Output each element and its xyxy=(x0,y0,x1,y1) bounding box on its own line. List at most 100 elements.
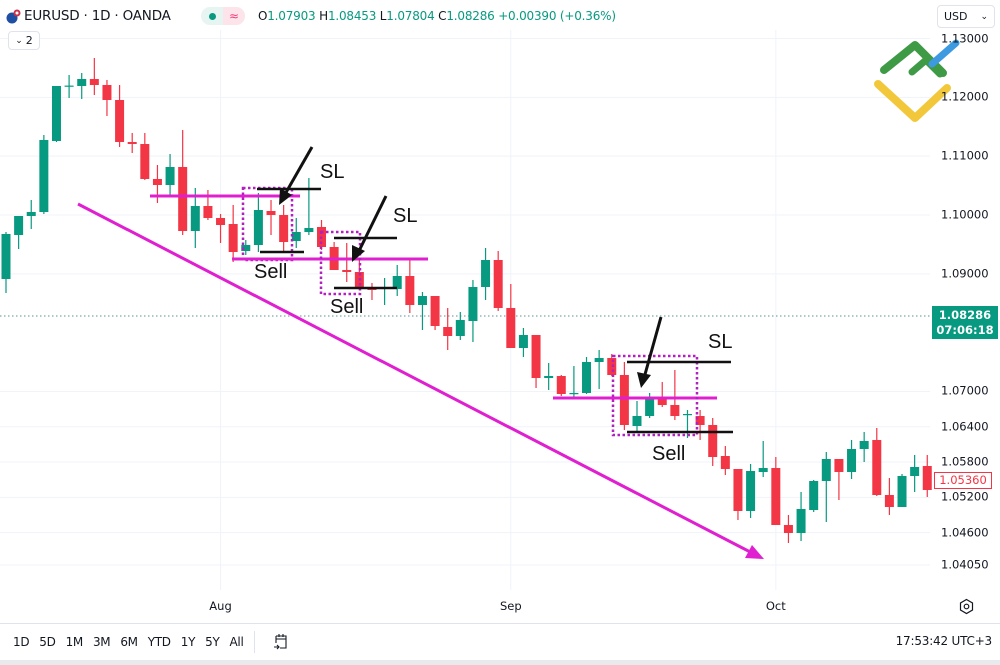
candle[interactable] xyxy=(657,382,667,407)
candle[interactable] xyxy=(127,133,137,153)
candle[interactable] xyxy=(594,350,604,389)
candle[interactable] xyxy=(872,428,882,496)
candle[interactable] xyxy=(859,432,869,462)
candle[interactable] xyxy=(64,75,74,98)
candle[interactable] xyxy=(178,130,188,235)
candle[interactable] xyxy=(115,85,125,147)
candle[interactable] xyxy=(796,492,806,541)
candle[interactable] xyxy=(367,283,377,300)
candle[interactable] xyxy=(518,328,528,357)
candle-body-up xyxy=(64,85,74,87)
candle[interactable] xyxy=(695,410,705,440)
candle[interactable] xyxy=(481,248,491,300)
candle[interactable] xyxy=(758,441,768,477)
candle[interactable] xyxy=(89,58,99,95)
candle[interactable] xyxy=(544,363,554,390)
market-status-pill[interactable]: ≈ xyxy=(201,7,245,25)
candle-body-up xyxy=(847,449,857,472)
candle-body-up xyxy=(758,468,768,472)
candle[interactable] xyxy=(897,474,907,507)
candle[interactable] xyxy=(670,370,680,420)
candle-body-down xyxy=(695,416,705,425)
range-ytd[interactable]: YTD xyxy=(147,635,171,649)
candle[interactable] xyxy=(922,455,932,497)
candle[interactable] xyxy=(380,278,390,305)
candle[interactable] xyxy=(77,73,87,99)
candle-body-up xyxy=(190,206,200,231)
candle-body-up xyxy=(77,79,87,86)
candle[interactable] xyxy=(417,292,427,330)
symbol-title[interactable]: EURUSD · 1D · OANDA xyxy=(24,8,171,24)
candle[interactable] xyxy=(493,251,503,311)
candle[interactable] xyxy=(291,218,301,248)
go-to-date-calendar-icon[interactable] xyxy=(271,632,291,652)
indicators-toggle-button[interactable]: ⌄ 2 xyxy=(8,31,40,50)
range-6m[interactable]: 6M xyxy=(120,635,138,649)
candle[interactable] xyxy=(51,86,61,142)
pointer-arrowhead-1-icon xyxy=(279,188,292,205)
candle[interactable] xyxy=(531,335,541,388)
range-5d[interactable]: 5D xyxy=(39,635,56,649)
candle[interactable] xyxy=(632,401,642,432)
candle[interactable] xyxy=(443,308,453,350)
candle[interactable] xyxy=(342,243,352,282)
candle[interactable] xyxy=(241,240,251,255)
candle[interactable] xyxy=(14,216,24,249)
candle[interactable] xyxy=(783,515,793,543)
range-3m[interactable]: 3M xyxy=(92,635,111,649)
candle[interactable] xyxy=(834,459,844,500)
candle-body-down xyxy=(872,440,882,495)
range-1y[interactable]: 1Y xyxy=(180,635,196,649)
candle[interactable] xyxy=(708,418,718,466)
candle[interactable] xyxy=(569,366,579,397)
candle[interactable] xyxy=(455,312,465,340)
candle[interactable] xyxy=(253,193,263,252)
candle[interactable] xyxy=(556,375,566,396)
candle-body-down xyxy=(102,85,112,100)
candle[interactable] xyxy=(682,410,692,438)
candle[interactable] xyxy=(102,80,112,116)
candle[interactable] xyxy=(430,296,440,330)
clock-timezone[interactable]: 17:53:42 UTC+3 xyxy=(895,634,993,648)
candle[interactable] xyxy=(304,178,314,235)
candle[interactable] xyxy=(847,440,857,479)
range-5y[interactable]: 5Y xyxy=(205,635,220,649)
candle[interactable] xyxy=(619,362,629,430)
candle[interactable] xyxy=(140,133,150,180)
candle[interactable] xyxy=(405,258,415,313)
candle[interactable] xyxy=(165,154,175,195)
candle[interactable] xyxy=(506,284,516,348)
candle[interactable] xyxy=(228,205,238,262)
candle[interactable] xyxy=(884,478,894,515)
candle[interactable] xyxy=(771,457,781,525)
currency-select[interactable]: USD ⌄ xyxy=(937,5,995,28)
candle[interactable] xyxy=(910,455,920,492)
candle[interactable] xyxy=(733,469,743,520)
candle[interactable] xyxy=(582,357,592,394)
candle-body-up xyxy=(582,362,592,393)
candle[interactable] xyxy=(216,214,226,243)
candle[interactable] xyxy=(39,135,49,214)
candle[interactable] xyxy=(317,220,326,250)
candle[interactable] xyxy=(26,200,36,229)
candle[interactable] xyxy=(720,446,730,475)
candle[interactable] xyxy=(392,265,402,296)
candle[interactable] xyxy=(809,480,819,512)
candle[interactable] xyxy=(1,232,11,293)
range-1d[interactable]: 1D xyxy=(13,635,30,649)
candle[interactable] xyxy=(821,452,831,522)
candle-body-up xyxy=(253,210,263,245)
open-value: 1.07903 xyxy=(267,9,316,23)
candle[interactable] xyxy=(468,280,478,342)
candle[interactable] xyxy=(746,464,756,518)
candle[interactable] xyxy=(279,205,289,253)
candle[interactable] xyxy=(329,242,339,270)
candle-body-down xyxy=(115,100,125,142)
candle[interactable] xyxy=(190,188,200,248)
chart-settings-icon[interactable] xyxy=(958,598,975,615)
candle-body-down xyxy=(178,167,188,231)
candle[interactable] xyxy=(266,200,276,235)
range-1m[interactable]: 1M xyxy=(65,635,84,649)
range-all[interactable]: All xyxy=(229,635,244,649)
